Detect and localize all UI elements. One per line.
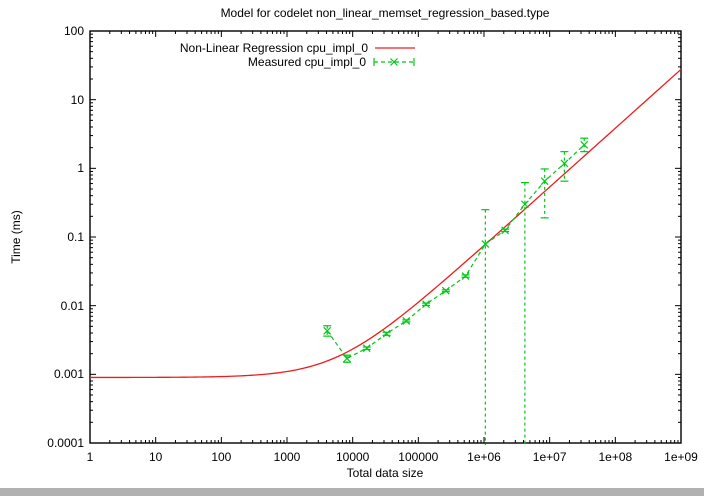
x-tick-label: 10 xyxy=(148,450,163,464)
measured-point-marker xyxy=(343,354,351,363)
plot-border xyxy=(89,30,682,444)
measured-point-marker xyxy=(323,326,332,335)
chart-title: Model for codelet non_linear_memset_regr… xyxy=(220,6,550,20)
measured-point-marker xyxy=(540,177,549,186)
y-tick-label: 0.001 xyxy=(53,367,84,382)
y-tick-label: 0.1 xyxy=(67,230,84,244)
y-tick-label: 100 xyxy=(63,24,84,38)
measured-point-marker xyxy=(580,140,589,149)
x-tick-label: 1e+06 xyxy=(467,450,501,464)
y-tick-label: 0.01 xyxy=(60,298,84,313)
measured-point-marker xyxy=(441,286,450,295)
x-tick-label: 1e+07 xyxy=(532,450,567,464)
measured-point-marker xyxy=(362,344,371,353)
measured-point-marker xyxy=(461,272,470,280)
measured-point-marker xyxy=(481,240,490,248)
x-axis-label: Total data size xyxy=(346,466,424,480)
measured-point-marker xyxy=(560,159,569,168)
x-tick-label: 1e+08 xyxy=(598,450,633,464)
measured-series xyxy=(323,137,589,445)
y-tick-label: 1 xyxy=(77,161,84,176)
measured-point-marker xyxy=(422,300,430,309)
measured-point-marker xyxy=(382,329,391,338)
x-tick-label: 10000 xyxy=(335,450,370,464)
measured-point-marker xyxy=(520,200,529,209)
y-tick-label: 0.0001 xyxy=(47,436,84,450)
x-tick-label: 1000 xyxy=(273,450,301,464)
legend: Non-Linear Regression cpu_impl_0 Measure… xyxy=(120,41,416,69)
legend-sample-measured-line xyxy=(373,58,415,66)
x-tick-label: 100 xyxy=(211,450,232,464)
legend-sample-regression-line xyxy=(375,47,415,49)
measured-point-marker xyxy=(501,226,510,235)
legend-label-measured: Measured cpu_impl_0 xyxy=(247,55,366,69)
y-tick-label: 10 xyxy=(70,92,84,107)
regression-curve xyxy=(90,68,682,379)
x-tick-label: 1e+09 xyxy=(664,450,698,464)
x-tick-label: 1 xyxy=(86,450,94,464)
legend-row-measured: Measured cpu_impl_0 xyxy=(120,55,416,69)
legend-row-regression: Non-Linear Regression cpu_impl_0 xyxy=(120,41,416,55)
measured-line xyxy=(326,144,585,360)
measured-point-marker xyxy=(402,316,411,325)
window-bottom-strip xyxy=(0,488,704,496)
axis-ticks xyxy=(89,30,682,444)
legend-label-regression: Non-Linear Regression cpu_impl_0 xyxy=(179,41,368,55)
x-tick-label: 100000 xyxy=(398,450,439,464)
